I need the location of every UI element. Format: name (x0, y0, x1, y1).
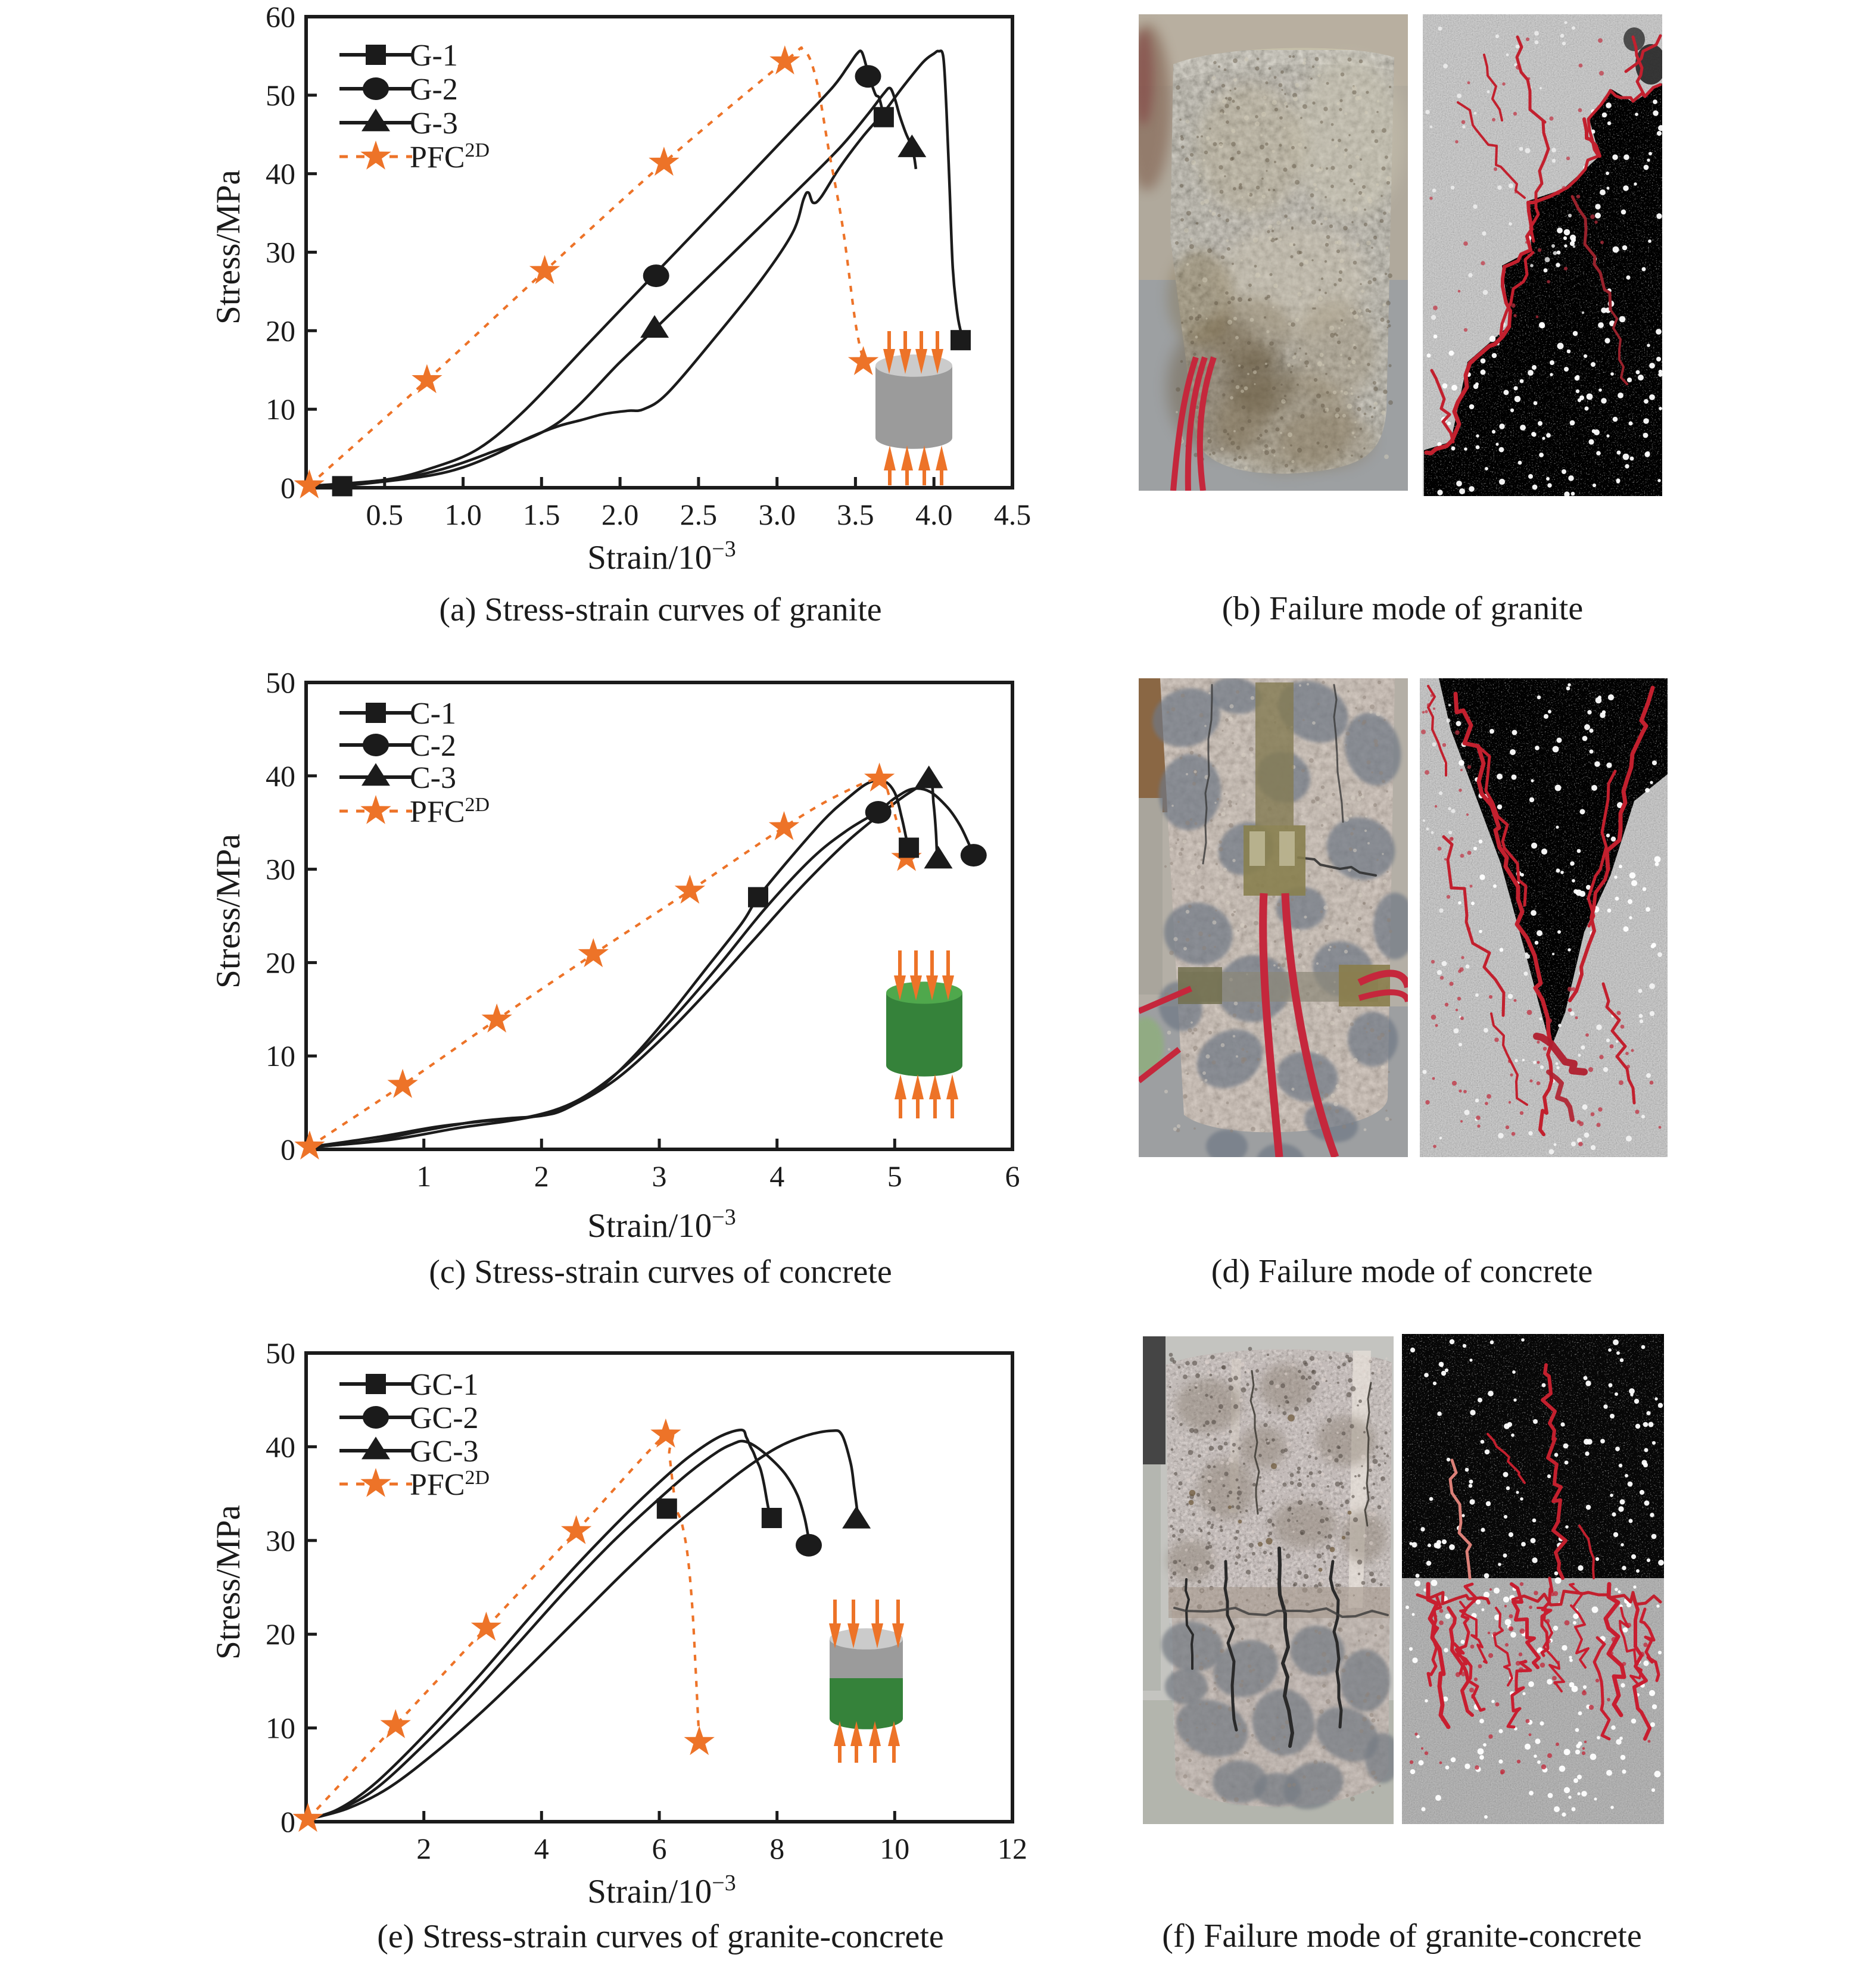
svg-text:(b) Failure mode of granite: (b) Failure mode of granite (1222, 590, 1583, 627)
svg-text:12: 12 (998, 1832, 1027, 1865)
svg-text:(c) Stress-strain curves of co: (c) Stress-strain curves of concrete (429, 1254, 892, 1290)
svg-text:10: 10 (266, 1039, 295, 1073)
svg-text:40: 40 (266, 157, 295, 191)
svg-text:2.5: 2.5 (680, 498, 718, 531)
svg-text:20: 20 (266, 946, 295, 979)
svg-text:50: 50 (266, 79, 295, 112)
svg-text:C-1: C-1 (410, 697, 456, 731)
svg-text:6: 6 (1005, 1159, 1020, 1193)
svg-text:C-3: C-3 (410, 761, 456, 795)
svg-text:0.5: 0.5 (366, 498, 404, 531)
svg-text:20: 20 (266, 314, 295, 347)
svg-text:G-2: G-2 (410, 73, 458, 107)
svg-text:0: 0 (281, 1805, 295, 1838)
svg-text:GC-1: GC-1 (410, 1368, 479, 1402)
svg-text:30: 30 (266, 236, 295, 269)
svg-text:50: 50 (266, 1336, 295, 1370)
svg-text:5: 5 (887, 1159, 902, 1193)
svg-text:4: 4 (534, 1832, 549, 1865)
svg-text:6: 6 (652, 1832, 667, 1865)
svg-text:(f) Failure mode of granite-co: (f) Failure mode of granite-concrete (1162, 1918, 1641, 1954)
svg-text:60: 60 (266, 0, 295, 33)
svg-text:10: 10 (880, 1832, 909, 1865)
svg-text:1.0: 1.0 (444, 498, 482, 531)
svg-text:Stress/MPa: Stress/MPa (210, 834, 247, 989)
svg-text:10: 10 (266, 392, 295, 426)
svg-text:40: 40 (266, 759, 295, 793)
svg-text:Strain/10−3: Strain/10−3 (587, 537, 736, 576)
svg-text:40: 40 (266, 1430, 295, 1463)
svg-text:0: 0 (281, 471, 295, 504)
svg-text:1.5: 1.5 (523, 498, 560, 531)
svg-text:10: 10 (266, 1712, 295, 1745)
svg-text:Stress/MPa: Stress/MPa (210, 1505, 247, 1660)
svg-text:GC-3: GC-3 (410, 1435, 479, 1469)
svg-text:50: 50 (266, 666, 295, 699)
svg-text:4.0: 4.0 (915, 498, 953, 531)
svg-text:2: 2 (534, 1159, 549, 1193)
svg-text:Strain/10−3: Strain/10−3 (587, 1871, 736, 1910)
svg-text:Stress/MPa: Stress/MPa (210, 170, 247, 325)
svg-text:3.5: 3.5 (837, 498, 874, 531)
svg-text:0: 0 (281, 1133, 295, 1166)
svg-text:G-1: G-1 (410, 39, 458, 73)
svg-text:2.0: 2.0 (602, 498, 639, 531)
svg-text:2: 2 (416, 1832, 431, 1865)
svg-text:1: 1 (416, 1159, 431, 1193)
svg-text:4: 4 (769, 1159, 784, 1193)
svg-text:3.0: 3.0 (758, 498, 796, 531)
svg-text:30: 30 (266, 853, 295, 886)
svg-text:Strain/10−3: Strain/10−3 (587, 1205, 736, 1245)
svg-text:GC-2: GC-2 (410, 1401, 479, 1435)
svg-text:C-2: C-2 (410, 729, 456, 763)
svg-text:30: 30 (266, 1524, 295, 1557)
svg-text:8: 8 (769, 1832, 784, 1865)
svg-text:(a) Stress-strain curves of gr: (a) Stress-strain curves of granite (439, 591, 881, 628)
svg-text:4.5: 4.5 (994, 498, 1032, 531)
svg-text:(d) Failure mode of concrete: (d) Failure mode of concrete (1211, 1253, 1593, 1290)
svg-text:3: 3 (652, 1159, 667, 1193)
svg-text:(e) Stress-strain curves of gr: (e) Stress-strain curves of granite-conc… (377, 1918, 944, 1955)
svg-text:G-3: G-3 (410, 107, 458, 141)
svg-text:20: 20 (266, 1617, 295, 1651)
